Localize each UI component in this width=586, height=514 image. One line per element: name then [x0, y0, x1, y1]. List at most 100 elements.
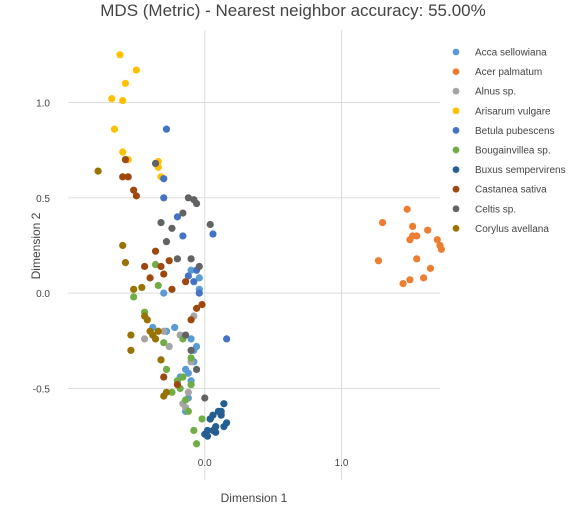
- data-point: [195, 289, 203, 297]
- data-point: [119, 148, 127, 156]
- legend-item[interactable]: Corylus avellana: [452, 224, 550, 235]
- data-point: [140, 262, 149, 271]
- data-point: [182, 278, 190, 286]
- data-point: [378, 218, 387, 227]
- data-point: [187, 381, 195, 389]
- data-point: [187, 335, 195, 343]
- data-point: [160, 339, 168, 347]
- legend-item[interactable]: Bougainvillea sp.: [452, 146, 551, 157]
- data-point: [182, 396, 190, 404]
- legend-item[interactable]: Buxus sempervirens: [452, 165, 566, 176]
- data-points: [94, 51, 445, 448]
- y-tick-label: 0.5: [36, 194, 50, 205]
- legend-item[interactable]: Acer palmatum: [452, 67, 543, 78]
- data-point: [409, 222, 417, 230]
- data-point: [108, 95, 116, 103]
- data-point: [179, 373, 187, 381]
- data-point: [168, 388, 176, 396]
- data-point: [151, 335, 160, 343]
- data-point: [406, 276, 414, 284]
- data-point: [203, 432, 212, 440]
- data-point: [110, 125, 119, 133]
- data-point: [151, 159, 160, 168]
- x-tick-label: 1.0: [335, 458, 349, 469]
- data-point: [192, 365, 201, 374]
- data-point: [190, 278, 198, 286]
- data-point: [119, 173, 127, 181]
- data-point: [437, 245, 445, 253]
- data-point: [157, 356, 165, 364]
- axis-ticks: -0.5 0.0 0.5 1.0 0.0 1.0: [33, 98, 349, 469]
- data-point: [165, 257, 173, 265]
- data-point: [198, 300, 206, 309]
- legend-marker: [452, 126, 460, 134]
- data-point: [160, 373, 168, 381]
- legend[interactable]: Acca sellowiana Acer palmatum Alnus sp. Ari…: [452, 48, 566, 235]
- y-tick-label: 0.0: [36, 289, 50, 300]
- legend-label: Corylus avellana: [475, 224, 549, 235]
- data-point: [192, 304, 201, 312]
- legend-label: Celtis sp.: [475, 204, 516, 215]
- data-point: [184, 272, 192, 280]
- data-point: [179, 232, 187, 240]
- y-tick-label: -0.5: [33, 384, 51, 395]
- data-point: [160, 175, 168, 183]
- data-point: [162, 388, 171, 396]
- data-point: [116, 51, 124, 59]
- data-point: [184, 369, 192, 377]
- data-point: [206, 220, 214, 229]
- data-point: [132, 66, 140, 74]
- data-point: [168, 285, 176, 293]
- data-point: [151, 247, 160, 255]
- data-point: [121, 156, 130, 164]
- data-point: [426, 264, 435, 272]
- data-point: [165, 342, 173, 351]
- data-point: [160, 289, 168, 297]
- legend-item[interactable]: Betula pubescens: [452, 126, 555, 137]
- data-point: [409, 232, 417, 240]
- y-axis-title: Dimension 2: [29, 212, 43, 279]
- data-point: [94, 167, 102, 175]
- data-point: [192, 199, 201, 208]
- data-point: [124, 173, 132, 181]
- data-point: [220, 423, 228, 431]
- data-point: [424, 226, 432, 234]
- data-point: [162, 238, 171, 246]
- data-point: [187, 255, 195, 263]
- legend-label: Bougainvillea sp.: [475, 146, 551, 157]
- legend-item[interactable]: Castanea sativa: [452, 185, 548, 196]
- data-point: [121, 79, 130, 87]
- legend-marker: [452, 87, 460, 95]
- legend-label: Arisarum vulgare: [475, 106, 551, 117]
- data-point: [195, 274, 203, 282]
- data-point: [119, 241, 127, 250]
- legend-label: Acca sellowiana: [475, 48, 547, 59]
- data-point: [374, 257, 383, 265]
- legend-item[interactable]: Celtis sp.: [452, 204, 517, 215]
- legend-item[interactable]: Alnus sp.: [452, 87, 517, 98]
- data-point: [206, 415, 214, 423]
- data-point: [162, 365, 171, 374]
- data-point: [143, 316, 151, 324]
- y-tick-label: 1.0: [36, 98, 50, 109]
- data-point: [160, 194, 168, 202]
- data-point: [154, 327, 162, 335]
- data-point: [212, 428, 220, 436]
- legend-label: Alnus sp.: [475, 87, 516, 98]
- data-point: [184, 407, 192, 415]
- legend-item[interactable]: Acca sellowiana: [452, 48, 548, 59]
- x-tick-label: 0.0: [198, 458, 212, 469]
- data-point: [433, 236, 441, 244]
- legend-marker: [452, 48, 460, 56]
- data-point: [154, 281, 162, 290]
- legend-label: Buxus sempervirens: [475, 165, 566, 176]
- data-point: [162, 125, 171, 133]
- data-point: [179, 209, 187, 217]
- legend-label: Acer palmatum: [475, 67, 542, 78]
- data-point: [413, 255, 421, 263]
- legend-marker: [452, 185, 460, 193]
- legend-marker: [452, 68, 460, 75]
- data-point: [121, 259, 130, 267]
- legend-item[interactable]: Arisarum vulgare: [452, 106, 551, 117]
